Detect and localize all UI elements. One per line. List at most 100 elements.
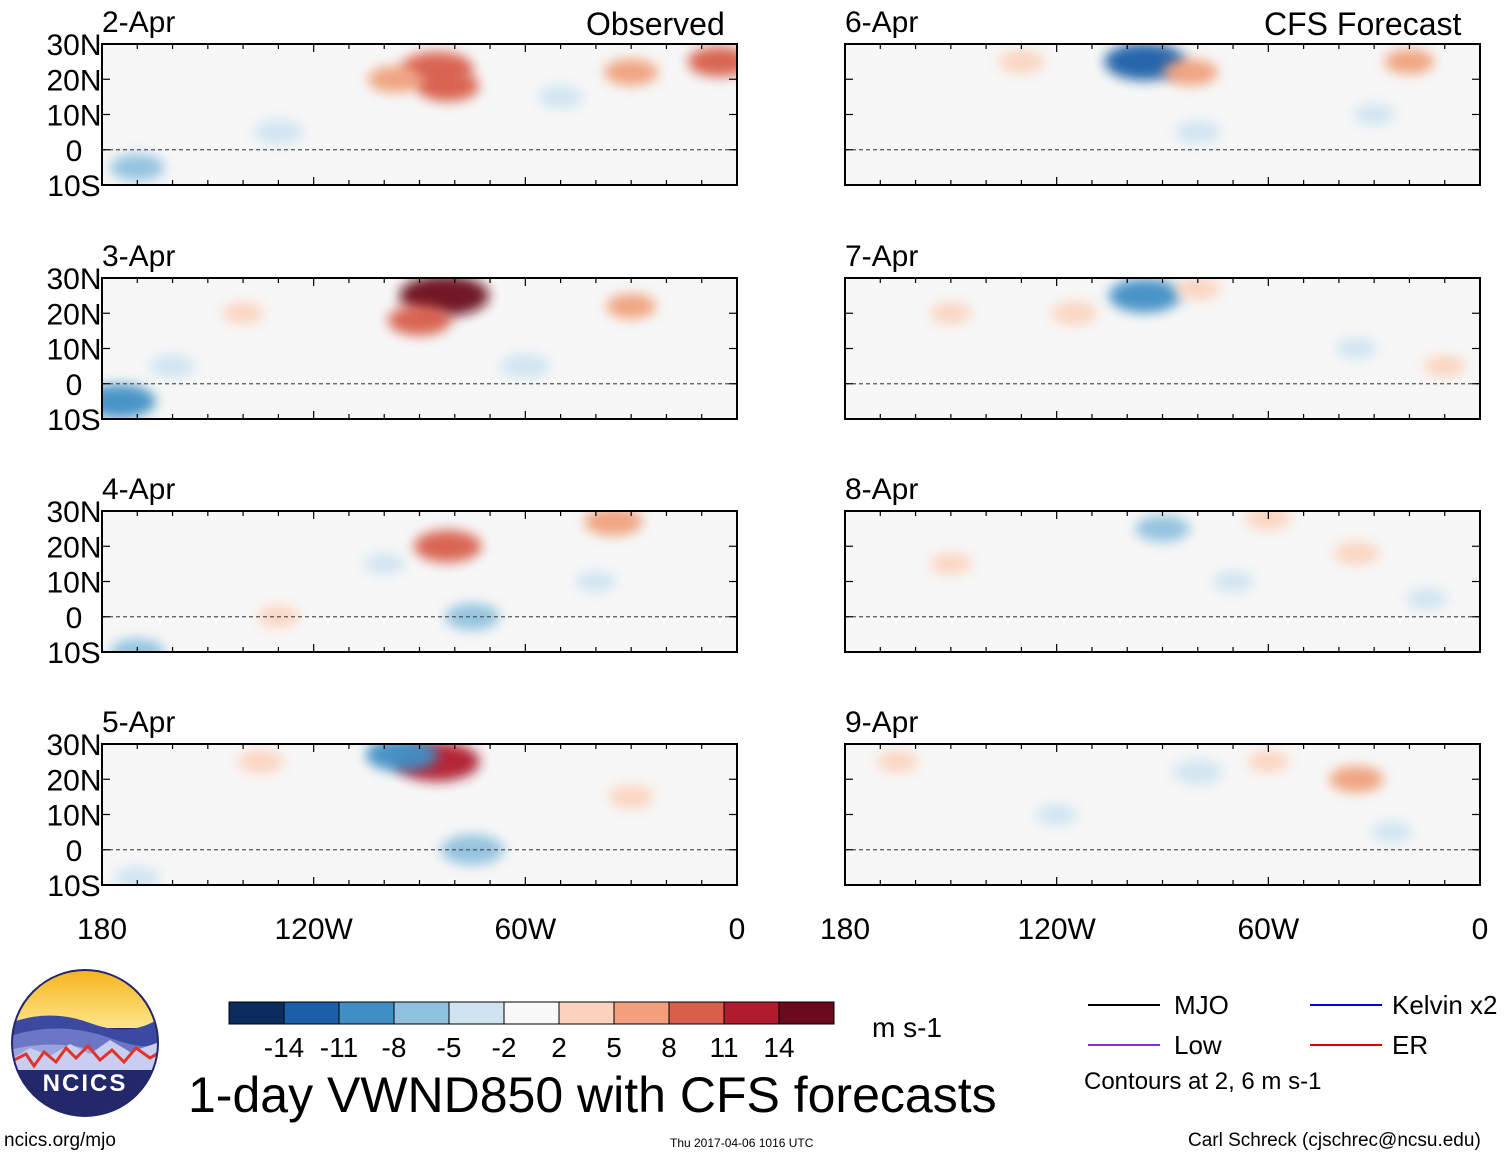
- colorbar-label: 2: [551, 1032, 567, 1063]
- panel-date-label: 3-Apr: [102, 240, 175, 273]
- anomaly-field: [930, 278, 1466, 377]
- panel-date-label: 9-Apr: [845, 706, 918, 739]
- anomaly-blob: [603, 58, 659, 86]
- anomaly-blob: [998, 50, 1045, 74]
- anomaly-blob: [1245, 511, 1292, 530]
- colorbar: -14 -11 -8 -5 -2 2 5 8 11 14: [228, 1001, 835, 1063]
- y-tick-label: 10S: [47, 404, 100, 437]
- contour-note: Contours at 2, 6 m s-1: [1084, 1068, 1322, 1095]
- colorbar-label: -2: [492, 1032, 517, 1063]
- ncics-logo: NCICS: [10, 968, 160, 1118]
- y-tick-label: 30N: [46, 496, 101, 529]
- colorbar-swatch: [228, 1001, 285, 1025]
- legend-label-er: ER: [1392, 1030, 1429, 1060]
- anomaly-blob: [1384, 49, 1435, 75]
- y-tick-label: 0: [66, 135, 83, 168]
- anomaly-blob: [1406, 588, 1448, 610]
- colorbar-swatch: [613, 1001, 670, 1025]
- anomaly-blob: [877, 750, 919, 773]
- anomaly-blob: [1135, 515, 1190, 543]
- footer-timestamp: Thu 2017-04-06 1016 UTC: [670, 1136, 814, 1150]
- x-tick-label: 60W: [1237, 913, 1299, 946]
- anomaly-blob: [608, 785, 654, 809]
- anomaly-blob: [687, 46, 737, 77]
- anomaly-blob: [149, 354, 196, 378]
- colorbar-swatch: [778, 1001, 835, 1025]
- colorbar-label: 8: [661, 1032, 677, 1063]
- y-tick-label: 10N: [46, 800, 101, 833]
- x-tick-label: 60W: [494, 913, 556, 946]
- forecast-label: CFS Forecast: [1264, 6, 1462, 42]
- anomaly-blob: [930, 553, 972, 575]
- anomaly-field: [110, 46, 737, 181]
- anomaly-blob: [1163, 58, 1218, 86]
- colorbar-label: 14: [763, 1032, 794, 1063]
- anomaly-blob: [1335, 337, 1378, 360]
- anomaly-blob: [222, 302, 264, 324]
- anomaly-blob: [1247, 750, 1289, 773]
- anomaly-blob: [500, 353, 551, 379]
- colorbar-swatch: [448, 1001, 505, 1025]
- panel-8-Apr: 8-Apr: [844, 473, 1481, 653]
- y-tick-label: 20N: [46, 298, 101, 331]
- y-tick-label: 0: [66, 835, 83, 868]
- panel-date-label: 7-Apr: [845, 240, 918, 273]
- colorbar-swatch: [668, 1001, 725, 1025]
- anomaly-blob: [114, 866, 161, 885]
- anomaly-blob: [930, 302, 972, 324]
- panel-6-Apr: 6-Apr: [844, 6, 1481, 186]
- colorbar-label: -11: [320, 1032, 358, 1063]
- anomaly-field: [114, 744, 654, 885]
- legend-label-mjo: MJO: [1174, 990, 1229, 1020]
- x-tick-label: 0: [729, 913, 746, 946]
- x-tick-label: 0: [1472, 913, 1489, 946]
- x-tick-label: 120W: [1017, 913, 1096, 946]
- x-tick-label: 180: [820, 913, 870, 946]
- panel-7-Apr: 7-Apr: [844, 240, 1481, 420]
- anomaly-blob: [253, 119, 304, 145]
- anomaly-blob: [1329, 765, 1384, 793]
- anomaly-blob: [1333, 541, 1380, 565]
- panel-background: [102, 511, 737, 652]
- x-tick-label: 180: [77, 913, 127, 946]
- anomaly-blob: [413, 530, 482, 563]
- colorbar-swatch: [503, 1001, 560, 1025]
- logo-text: NCICS: [42, 1070, 128, 1097]
- anomaly-blob: [1371, 821, 1413, 843]
- y-tick-label: 10N: [46, 334, 101, 367]
- colorbar-label: -8: [382, 1032, 407, 1063]
- y-tick-label: 0: [66, 602, 83, 635]
- anomaly-blob: [387, 305, 452, 336]
- legend-line-kelvin: [1310, 1004, 1382, 1006]
- legend-line-low: [1088, 1044, 1160, 1046]
- anomaly-blob: [1108, 278, 1181, 313]
- colorbar-label: 5: [606, 1032, 622, 1063]
- y-tick-label: 10N: [46, 100, 101, 133]
- anomaly-blob: [1036, 803, 1078, 826]
- y-tick-label: 30N: [46, 29, 101, 62]
- anomaly-blob: [584, 511, 643, 536]
- legend-label-kelvin: Kelvin x2: [1392, 990, 1498, 1020]
- anomaly-blob: [606, 293, 657, 319]
- panel-date-label: 4-Apr: [102, 473, 175, 506]
- anomaly-blob: [1172, 759, 1223, 785]
- colorbar-label: 11: [709, 1032, 738, 1063]
- colorbar-units: m s-1: [872, 1012, 942, 1043]
- legend-line-mjo: [1088, 1004, 1160, 1006]
- panel-date-label: 6-Apr: [845, 6, 918, 39]
- colorbar-swatch: [558, 1001, 615, 1025]
- colorbar-label: -14: [264, 1032, 304, 1063]
- anomaly-blob: [1424, 355, 1466, 377]
- legend-line-er: [1310, 1044, 1382, 1046]
- anomaly-field: [102, 278, 657, 419]
- colorbar-swatch: [393, 1001, 450, 1025]
- y-tick-label: 20N: [46, 764, 101, 797]
- anomaly-blob: [1212, 570, 1254, 593]
- anomaly-blob: [445, 603, 500, 631]
- anomaly-blob: [575, 570, 617, 593]
- anomaly-blob: [1051, 301, 1098, 325]
- y-tick-label: 10S: [47, 870, 100, 903]
